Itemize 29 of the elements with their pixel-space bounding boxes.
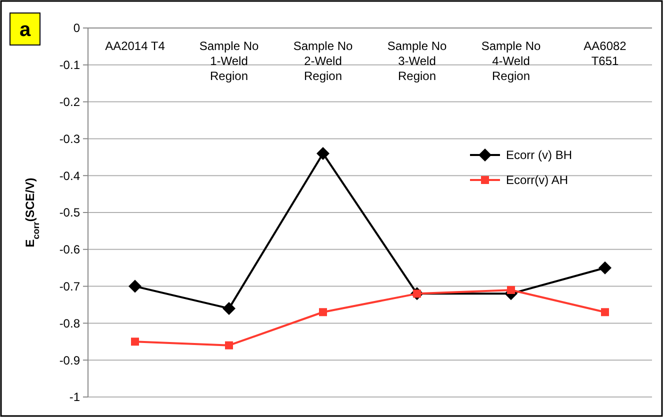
point [222,302,236,315]
point [128,280,142,293]
legend-label: Ecorr(v) AH [506,173,568,188]
x-tick-label: Sample No 2-Weld Region [293,39,353,83]
point [225,341,233,350]
y-tick-label: 0 [73,21,80,36]
x-tick-label: AA6082 T651 [584,39,627,68]
x-tick-label: AA2014 T4 [105,39,166,53]
y-tick-label: -0.8 [59,316,80,330]
y-tick-label: -0.1 [59,58,80,72]
y-tick-label: -0.6 [59,242,80,257]
point [319,308,327,316]
y-tick-label: -0.2 [59,95,80,109]
x-tick-label: Sample No 1-Weld Region [199,39,259,83]
y-tick-label: -0.5 [59,206,80,220]
point [601,308,609,316]
x-tick-label: Sample No 4-Weld Region [481,39,541,83]
y-tick-label: -0.3 [59,132,80,146]
point [598,261,612,274]
point [316,146,330,160]
y-tick-label: -0.4 [59,168,80,183]
point [131,338,139,346]
y-tick-label: -1 [69,390,80,404]
y-tick-label: -0.9 [59,353,80,368]
text: a [19,19,32,41]
x-tick-label: Sample No 3-Weld Region [387,39,447,83]
y-tick-label: -0.7 [59,280,80,294]
point [507,286,515,294]
legend-label: Ecorr (v) BH [506,148,572,162]
